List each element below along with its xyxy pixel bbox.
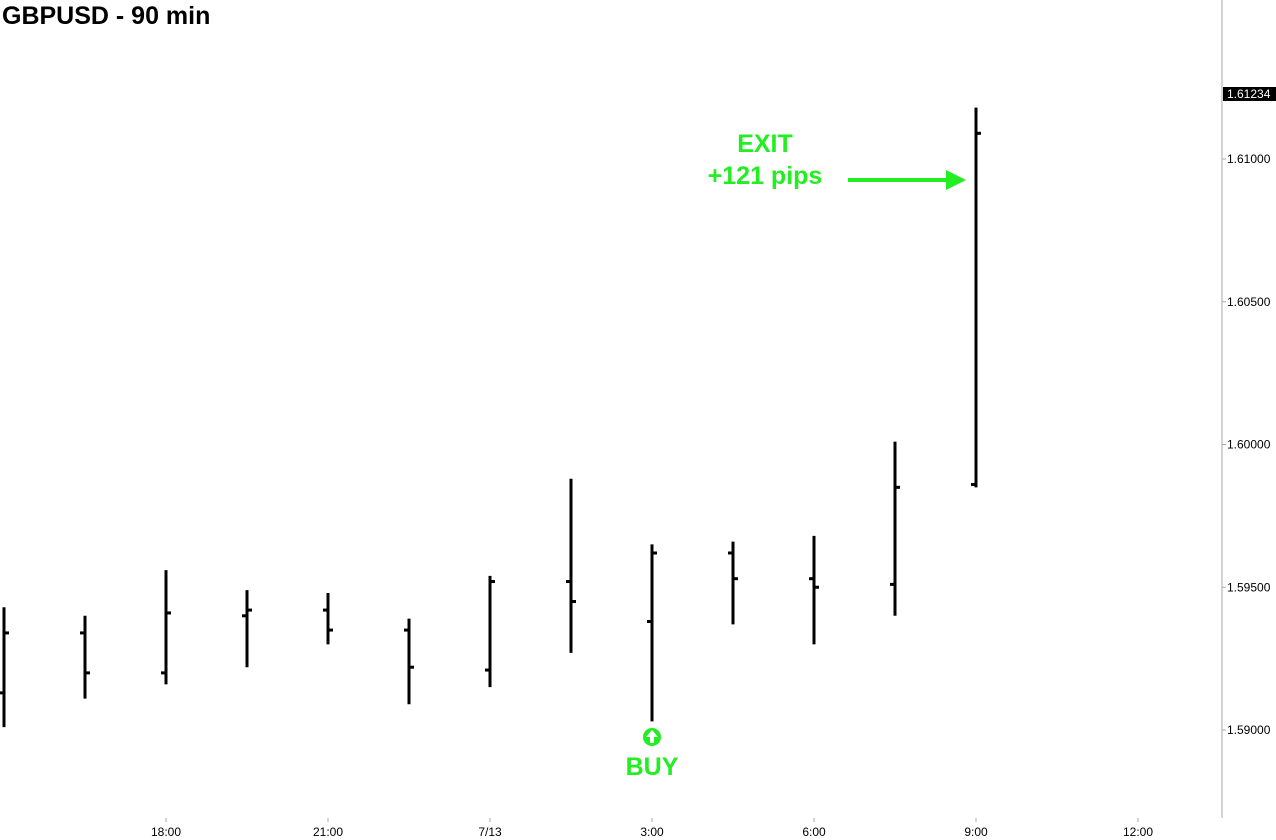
right-arrow-icon	[848, 170, 966, 190]
ohlc-bar	[728, 541, 738, 625]
ohlc-bar	[890, 441, 900, 616]
ohlc-bar	[242, 590, 252, 668]
time-tick-label: 12:00	[1123, 825, 1153, 839]
exit-label: EXIT	[737, 130, 793, 158]
exit-pips-label: +121 pips	[707, 162, 823, 190]
ohlc-bar	[161, 570, 171, 685]
ohlc-bar	[323, 592, 333, 645]
ohlc-bar	[404, 618, 414, 705]
price-axis-ticks: 1.59000 1.59500 1.60000 1.60500 1.61000	[1222, 152, 1271, 737]
ohlc-bar	[971, 107, 981, 488]
ohlc-bar	[0, 607, 9, 728]
time-tick-label: 21:00	[313, 825, 343, 839]
ohlc-bar	[485, 575, 495, 688]
time-tick-label: 3:00	[640, 825, 664, 839]
price-tick-label: 1.60000	[1227, 438, 1271, 452]
time-axis-ticks: 18:00 21:00 7/13 3:00 6:00 9:00 12:00	[151, 818, 1153, 839]
price-tick-label: 1.59500	[1227, 580, 1271, 594]
ohlc-bar	[80, 615, 90, 699]
page-title: GBPUSD - 90 min	[2, 2, 211, 30]
ohlc-bars	[0, 107, 981, 728]
price-tick-label: 1.60500	[1227, 295, 1271, 309]
time-tick-label: 18:00	[151, 825, 181, 839]
last-price-marker: 1.61234	[1223, 87, 1276, 101]
last-price-box	[1223, 87, 1276, 101]
ohlc-bar	[566, 478, 576, 653]
time-tick-label: 6:00	[802, 825, 826, 839]
price-tick-label: 1.61000	[1227, 152, 1271, 166]
ohlc-bar	[809, 535, 819, 645]
time-tick-label: 7/13	[478, 825, 502, 839]
ohlc-bar	[647, 544, 657, 722]
up-arrow-circle-icon	[643, 728, 661, 746]
exit-annotation: EXIT +121 pips	[698, 128, 832, 192]
price-tick-label: 1.59000	[1227, 723, 1271, 737]
last-price-value: 1.61234	[1227, 87, 1271, 101]
buy-annotation: BUY	[625, 753, 679, 781]
time-tick-label: 9:00	[964, 825, 988, 839]
